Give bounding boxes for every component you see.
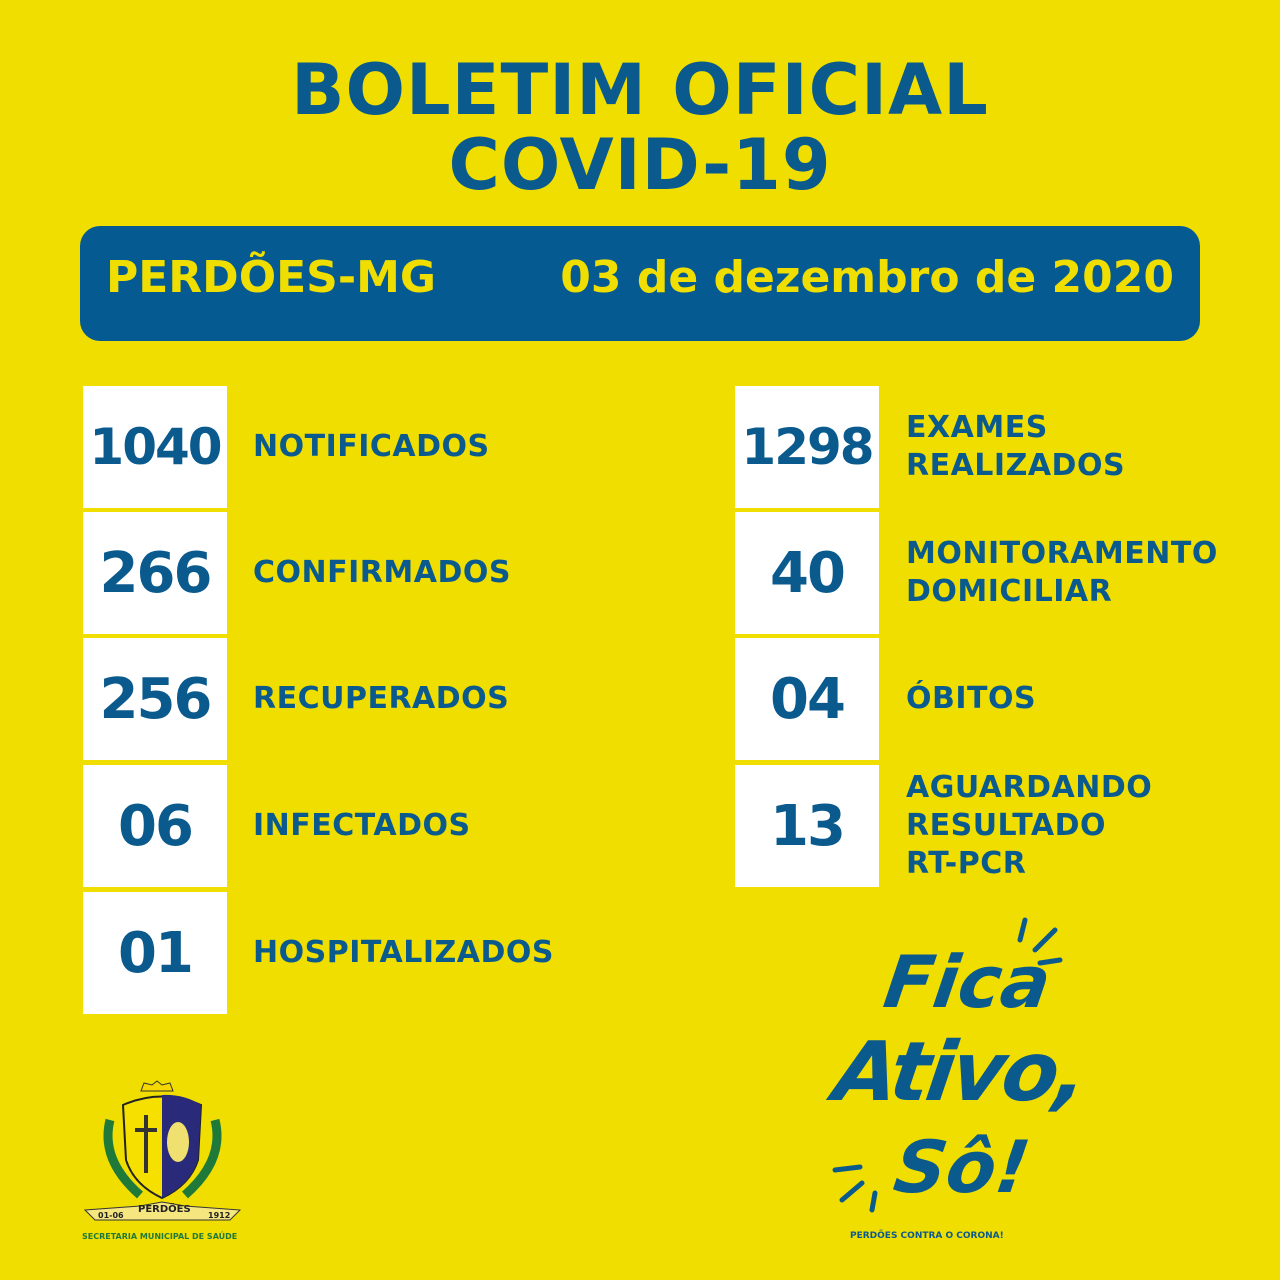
stat-value-box: 266 — [83, 512, 227, 634]
stat-label: HOSPITALIZADOS — [253, 935, 554, 970]
stat-value-box: 01 — [83, 892, 227, 1014]
stat-value-box: 04 — [735, 638, 879, 760]
location-date-banner: PERDÕES-MG 03 de dezembro de 2020 — [80, 226, 1200, 341]
municipal-crest-logo: 01-06 PERDÕES 1912 — [83, 1080, 242, 1221]
stat-label: MONITORAMENTO DOMICILIAR — [906, 536, 1218, 609]
stat-value-box: 40 — [735, 512, 879, 634]
crest-right-text: 1912 — [208, 1211, 230, 1220]
stat-value-box: 1040 — [83, 386, 227, 508]
date-label: 03 de dezembro de 2020 — [560, 252, 1174, 303]
title-line2: COVID-19 — [448, 124, 832, 206]
slogan: Fica Ativo, Sô! — [828, 917, 1091, 1220]
stat-value-box: 13 — [735, 765, 879, 887]
stat-label: CONFIRMADOS — [253, 555, 511, 590]
slogan-subtitle: PERDÕES CONTRA O CORONA! — [850, 1231, 1004, 1241]
stat-label: NOTIFICADOS — [253, 429, 490, 464]
crest-center-text: PERDÕES — [138, 1202, 191, 1215]
stat-value-box: 256 — [83, 638, 227, 760]
stat-label: AGUARDANDO RESULTADO RT-PCR — [906, 770, 1153, 881]
stat-label: RECUPERADOS — [253, 681, 510, 716]
stat-label: ÓBITOS — [906, 681, 1037, 716]
secretaria-label: SECRETARIA MUNICIPAL DE SAÚDE — [82, 1232, 238, 1241]
stat-value-box: 1298 — [735, 386, 879, 508]
city-label: PERDÕES-MG — [106, 252, 437, 303]
stat-label: EXAMES REALIZADOS — [906, 410, 1126, 483]
sparkle-lines-icon — [832, 917, 1063, 1213]
title-line1: BOLETIM OFICIAL — [291, 49, 989, 131]
stat-value-box: 06 — [83, 765, 227, 887]
crest-left-text: 01-06 — [98, 1211, 124, 1220]
stat-label: INFECTADOS — [253, 808, 471, 843]
